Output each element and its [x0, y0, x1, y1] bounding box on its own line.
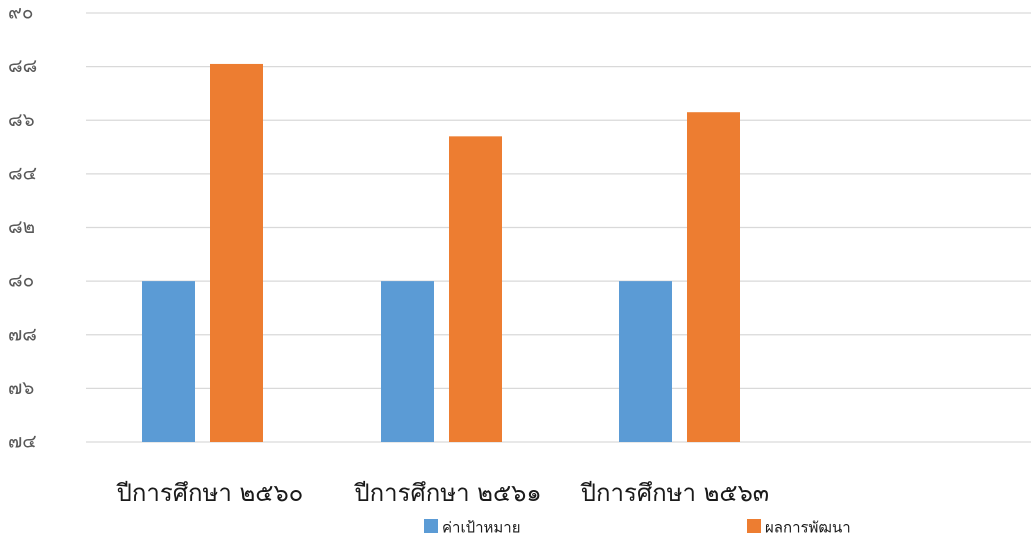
y-tick-label: ๘๐: [8, 270, 34, 292]
x-tick-label: ปีการศึกษา ๒๕๖๐: [116, 479, 304, 507]
x-tick-label: ปีการศึกษา ๒๕๖๑: [353, 479, 541, 507]
y-tick-label: ๗๔: [8, 431, 37, 453]
y-tick-label: ๘๖: [8, 109, 35, 131]
legend-swatch: [424, 519, 438, 533]
bar-target-1: [381, 281, 434, 442]
y-tick-label: ๘๘: [8, 55, 37, 77]
bar-result-1: [449, 136, 502, 442]
y-tick-label: ๘๔: [8, 162, 37, 184]
bar-result-2: [687, 112, 740, 443]
y-tick-label: ๗๘: [8, 323, 37, 345]
x-axis-ticks: ปีการศึกษา ๒๕๖๐ ปีการศึกษา ๒๕๖๑ ปีการศึกษา…: [116, 479, 770, 507]
y-tick-label: ๙๐: [8, 2, 34, 24]
legend: ค่าเป้าหมาย ผลการพัฒนา: [424, 519, 851, 537]
bar-target-0: [142, 281, 195, 442]
x-tick-label: ปีการศึกษา ๒๕๖๓: [580, 479, 770, 507]
bar-result-0: [210, 63, 263, 442]
legend-swatch: [747, 519, 761, 533]
bars: [142, 63, 740, 443]
y-axis-ticks: ๗๔ ๗๖ ๗๘ ๘๐ ๘๒ ๘๔ ๘๖ ๘๘ ๙๐: [8, 2, 37, 453]
bar-target-2: [619, 281, 672, 442]
y-tick-label: ๗๖: [8, 377, 34, 399]
y-tick-label: ๘๒: [8, 216, 35, 238]
legend-label: ผลการพัฒนา: [765, 519, 851, 537]
legend-label: ค่าเป้าหมาย: [442, 519, 521, 537]
